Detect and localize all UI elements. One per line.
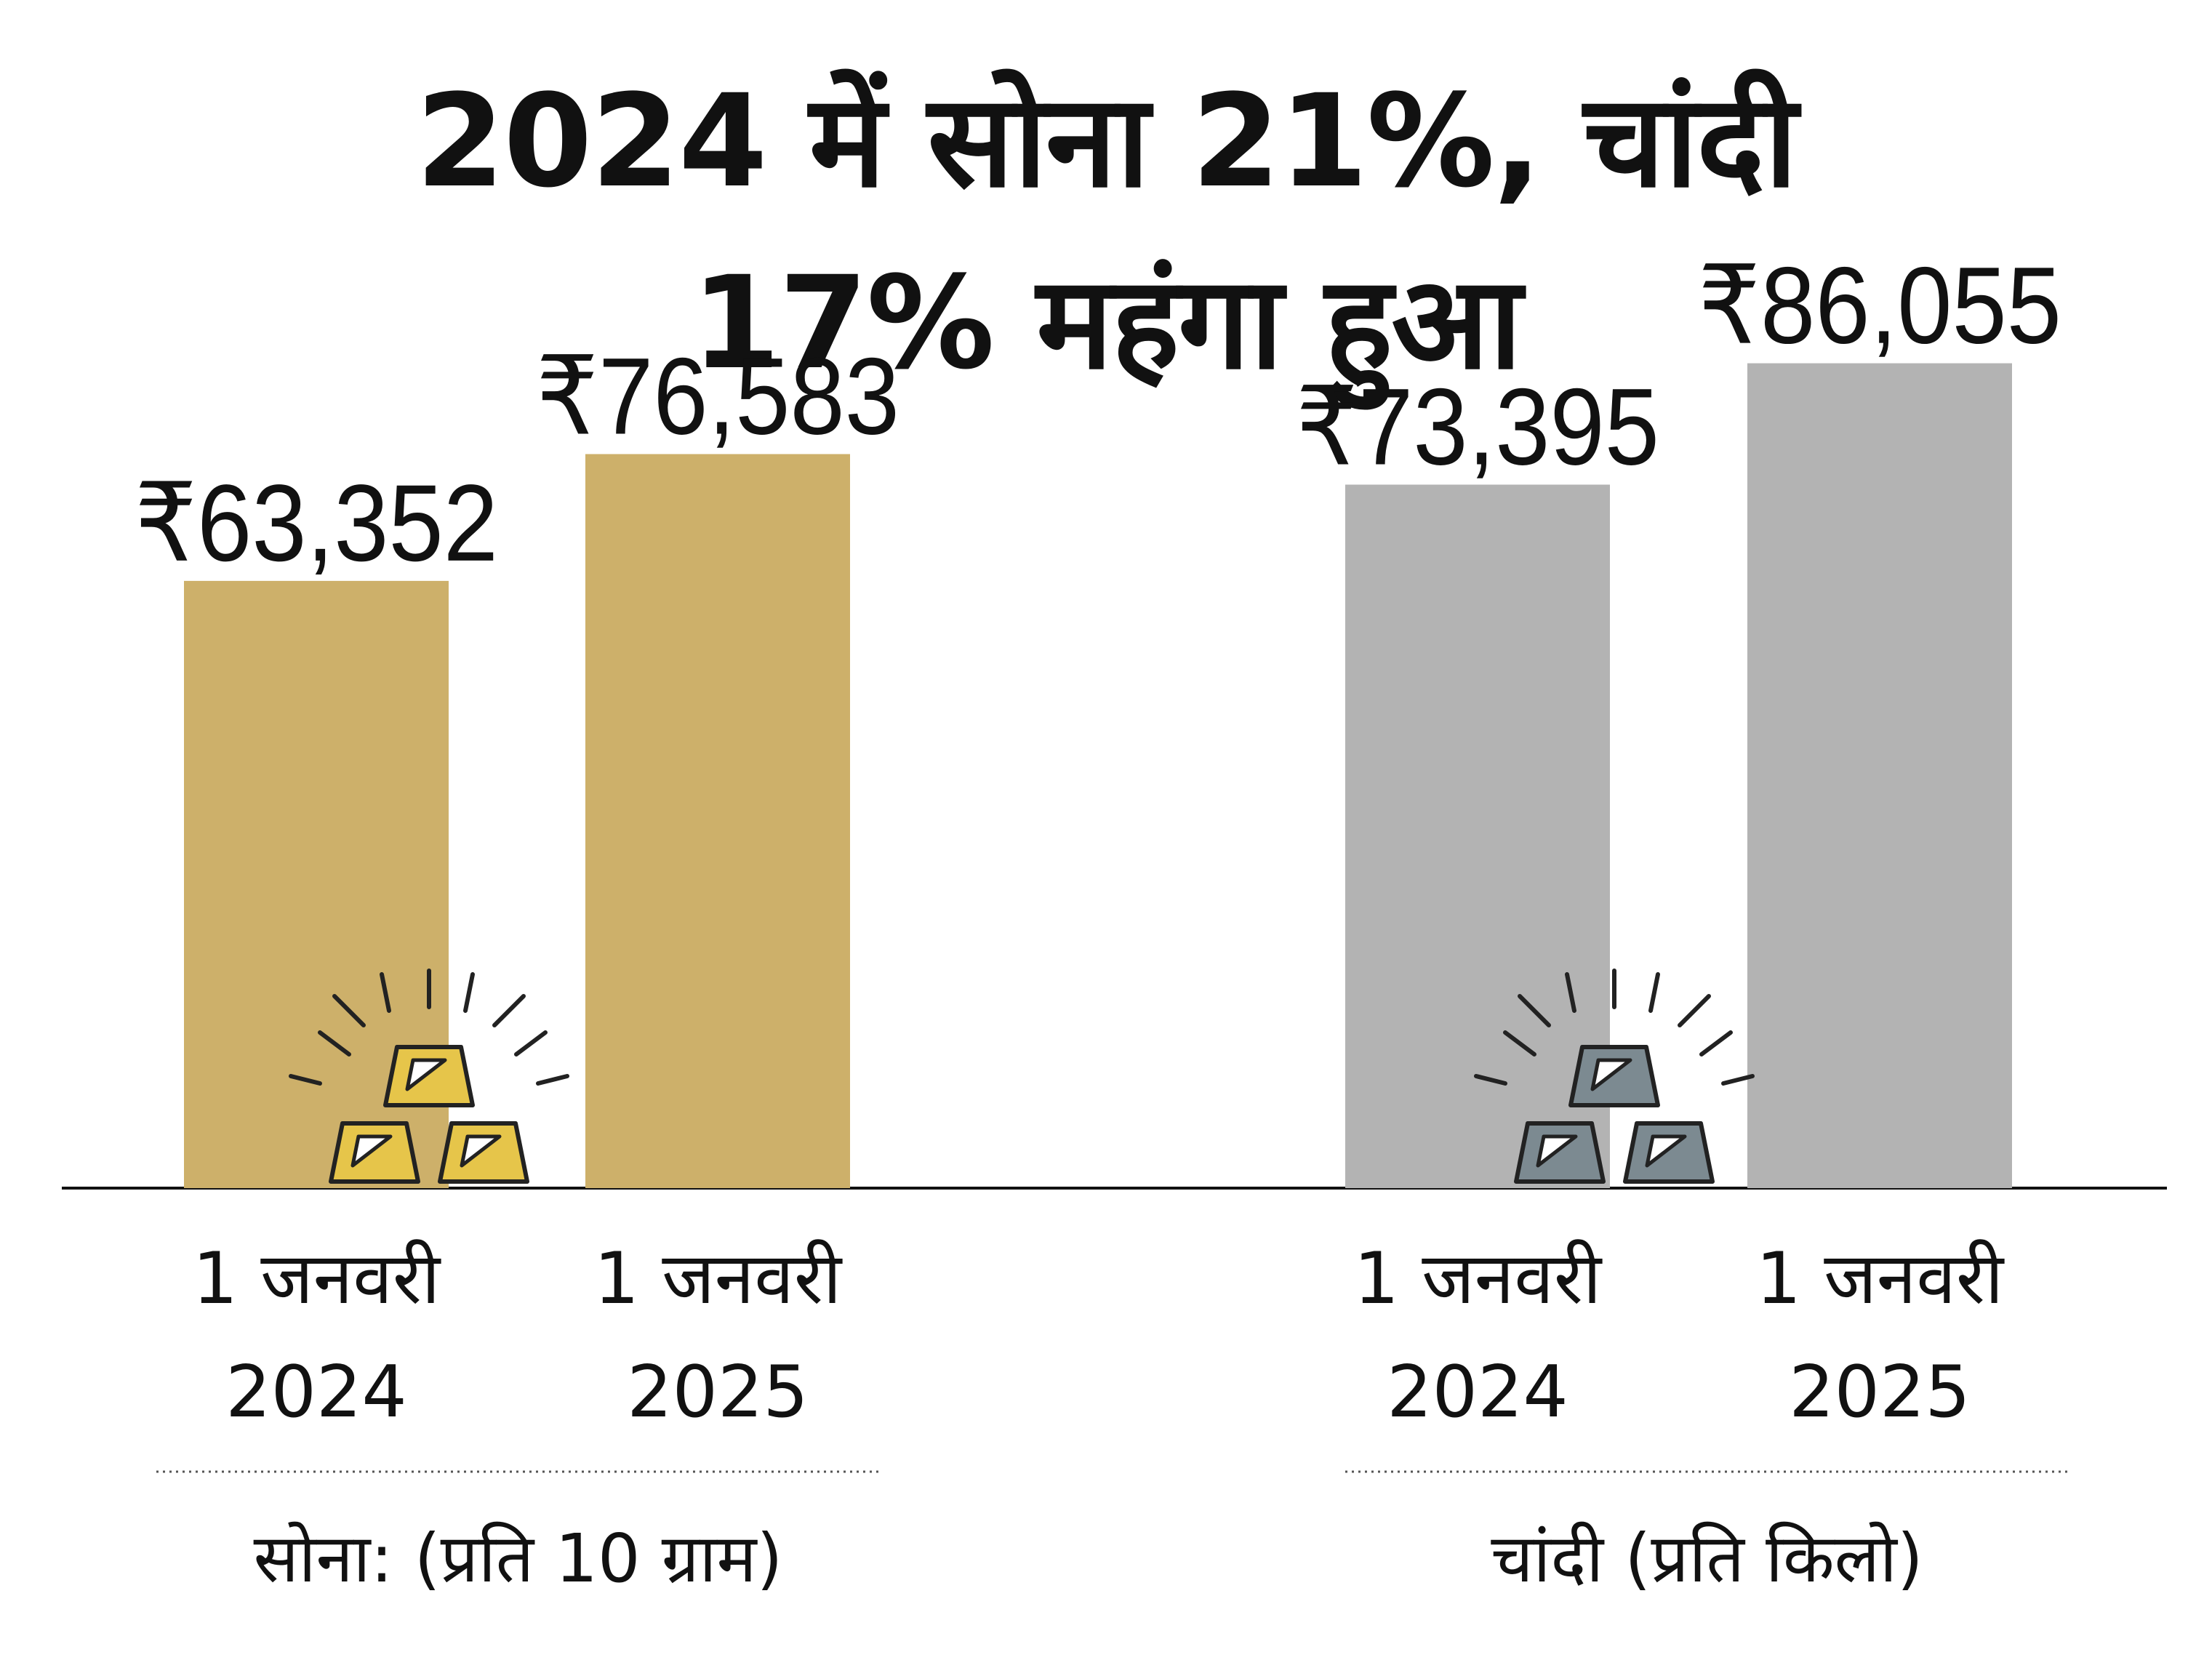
ingot-shine <box>350 1134 393 1168</box>
silver-bars-icon <box>1474 969 1755 1184</box>
value-label: ₹63,352 <box>135 462 498 584</box>
category-label: 1 जनवरी <box>1354 1238 1603 1320</box>
ingot-shine <box>1536 1134 1578 1168</box>
sparkle-ray <box>1678 994 1711 1027</box>
gold-bars-icon <box>289 969 569 1184</box>
sparkle-ray <box>1648 972 1660 1013</box>
ingot-shine <box>405 1058 447 1091</box>
ingot-shine <box>1590 1058 1632 1091</box>
ingot-shine <box>1645 1134 1687 1168</box>
ingot-shine <box>460 1134 502 1168</box>
value-label: ₹86,055 <box>1698 244 2061 366</box>
category-label: 1 जनवरी <box>1756 1238 2005 1320</box>
sparkle-ray <box>1565 972 1576 1013</box>
ingot <box>1568 1045 1660 1107</box>
sparkle-ray <box>1721 1074 1755 1086</box>
sparkle-ray <box>1474 1074 1507 1086</box>
category-year-label: 2025 <box>627 1351 808 1434</box>
category-year-label: 2024 <box>225 1351 406 1434</box>
category-year-label: 2025 <box>1789 1351 1970 1434</box>
sparkle-ray <box>289 1074 322 1086</box>
sparkle-ray <box>536 1074 569 1086</box>
ingot <box>1623 1121 1715 1184</box>
ingot <box>383 1045 475 1107</box>
sparkle-ray <box>1699 1030 1733 1056</box>
sparkle-ray <box>380 972 391 1013</box>
sparkle-ray <box>332 994 366 1027</box>
metal-unit-label: चांदी (प्रति किलो) <box>1491 1520 1923 1597</box>
ingot <box>1514 1121 1606 1184</box>
sparkle-ray <box>1518 994 1551 1027</box>
bar-gold-1 <box>585 454 850 1188</box>
sparkle-ray <box>318 1030 351 1056</box>
ingot <box>329 1121 420 1184</box>
sparkle-ray <box>492 994 526 1027</box>
category-label: 1 जनवरी <box>594 1238 843 1320</box>
category-year-label: 2024 <box>1387 1351 1568 1434</box>
metal-unit-label: सोना: (प्रति 10 ग्राम) <box>254 1520 783 1597</box>
sparkle-ray <box>1503 1030 1536 1056</box>
chart-title-line1: 2024 में सोना 21%, चांदी <box>415 67 1798 216</box>
bar-silver-0 <box>1345 484 1610 1188</box>
chart-title: 2024 में सोना 21%, चांदी 17% महंगा हुआ <box>0 51 2212 414</box>
bar-silver-1 <box>1747 363 2012 1189</box>
value-label: ₹76,583 <box>536 335 899 457</box>
category-label: 1 जनवरी <box>193 1238 441 1320</box>
value-label: ₹73,395 <box>1296 366 1659 488</box>
sparkle-ray <box>514 1030 548 1056</box>
chart-title-line2: 17% महंगा हुआ <box>691 249 1523 398</box>
sparkle-ray <box>463 972 475 1013</box>
ingot <box>438 1121 529 1184</box>
